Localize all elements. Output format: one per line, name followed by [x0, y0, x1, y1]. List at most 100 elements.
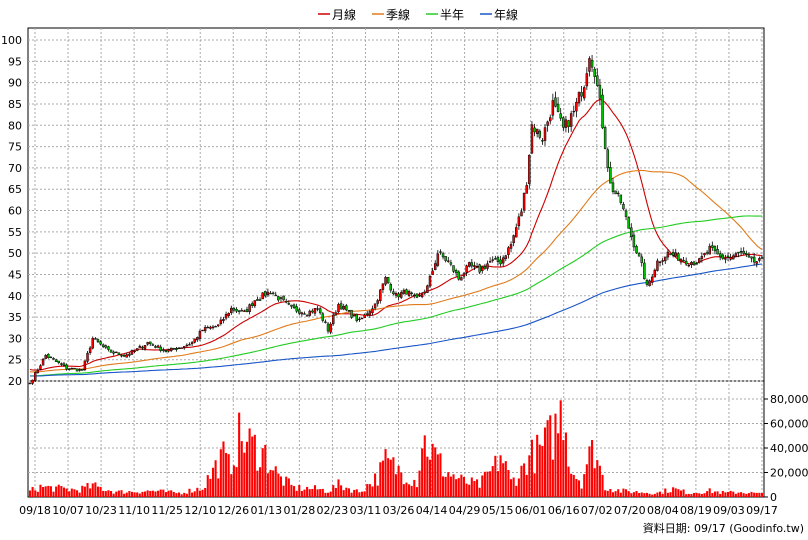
candle-body: [522, 192, 526, 211]
candle: [590, 55, 594, 72]
candle-body: [397, 293, 400, 298]
candle: [716, 245, 719, 255]
volume-bar: [151, 490, 154, 497]
candle: [729, 253, 732, 261]
volume-bar: [120, 490, 123, 497]
candle: [426, 284, 429, 294]
volume-bar: [39, 484, 42, 497]
date-tick-label: 08/19: [680, 504, 712, 517]
candle: [577, 91, 581, 107]
price-tick-label: 50: [8, 247, 22, 260]
candle: [705, 250, 709, 256]
candle-body: [703, 253, 706, 256]
candle: [415, 293, 419, 299]
volume-bar: [313, 485, 317, 497]
candle-body: [447, 260, 450, 262]
date-tick-label: 05/15: [482, 504, 514, 517]
volume-bar: [473, 481, 476, 497]
volume-bar: [517, 478, 520, 497]
candle: [460, 276, 463, 281]
candle: [750, 256, 753, 263]
candle: [402, 288, 406, 295]
candle-body: [755, 261, 759, 264]
volume-bar: [376, 485, 379, 497]
volume-bar: [711, 493, 714, 497]
volume-bar: [742, 493, 745, 497]
candle: [96, 338, 100, 344]
candle: [169, 347, 173, 353]
candle: [700, 252, 704, 263]
candle-body: [279, 297, 283, 299]
candle-body: [130, 350, 134, 355]
candle-body: [47, 354, 50, 358]
volume-bar: [201, 489, 204, 497]
volume-bar: [381, 460, 384, 497]
volume-bar: [159, 489, 162, 497]
candle: [44, 354, 47, 359]
candle: [525, 182, 528, 194]
candle: [203, 325, 207, 334]
volume-bar: [162, 489, 165, 497]
candle-body: [190, 342, 194, 345]
candle-body: [585, 73, 589, 87]
volume-bar: [585, 464, 588, 497]
volume-bar: [217, 478, 220, 497]
candle-body: [624, 210, 628, 217]
candle: [630, 223, 633, 241]
candle: [295, 303, 298, 314]
candle: [598, 78, 602, 106]
candle-body: [311, 310, 314, 313]
volume-bar: [525, 474, 528, 497]
volume-bar: [65, 488, 68, 497]
candle-body: [399, 292, 403, 298]
volume-bar: [661, 493, 664, 497]
price-tick-label: 35: [8, 311, 22, 324]
candle-body: [81, 368, 84, 371]
candle-body: [473, 265, 476, 268]
volume-grid: [28, 398, 768, 498]
candle-body: [376, 300, 379, 304]
volume-bar: [57, 484, 60, 497]
volume-bar: [734, 493, 737, 497]
volume-bar: [405, 482, 408, 497]
volume-bar: [384, 449, 387, 497]
volume-bar: [554, 413, 557, 497]
volume-bar: [685, 494, 688, 497]
candle-body: [185, 344, 189, 347]
candle: [269, 291, 272, 295]
price-tick-label: 45: [8, 268, 22, 281]
volume-bar: [175, 493, 178, 497]
date-tick-label: 10/07: [52, 504, 84, 517]
volume-bar: [638, 493, 641, 497]
candle-body: [232, 308, 236, 311]
candle-body: [441, 253, 445, 258]
candle: [47, 353, 50, 359]
ma-line-0: [29, 98, 763, 371]
candle-body: [465, 265, 468, 273]
candle-body: [214, 326, 217, 328]
candle: [324, 319, 327, 324]
candle: [708, 243, 711, 255]
candle: [528, 154, 531, 189]
candle-body: [457, 271, 460, 280]
candle-body: [475, 265, 479, 268]
candle-body: [384, 277, 387, 285]
volume-bar: [635, 491, 638, 497]
candle: [117, 352, 121, 355]
volume-bar: [559, 400, 562, 497]
date-tick-label: 06/16: [548, 504, 580, 517]
volume-bar: [73, 489, 76, 497]
volume-bar: [177, 492, 181, 497]
volume-bar: [606, 490, 609, 497]
candle: [256, 296, 259, 301]
candle-body: [222, 319, 225, 321]
candle: [62, 361, 66, 367]
volume-bar: [632, 492, 635, 497]
volume-bar: [549, 415, 552, 497]
candle-body: [300, 312, 304, 315]
candle-body: [742, 250, 745, 254]
volume-bar: [740, 492, 743, 497]
candle-body: [433, 263, 437, 270]
candle: [355, 313, 359, 323]
candle: [135, 348, 139, 352]
